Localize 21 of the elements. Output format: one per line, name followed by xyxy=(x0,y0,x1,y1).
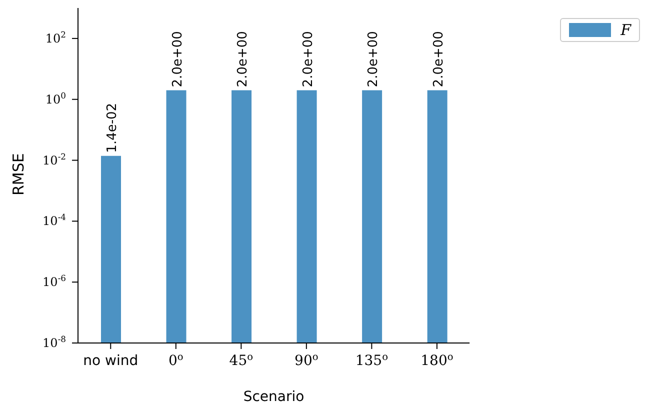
x-tick-label: 0$^{o}$ xyxy=(168,352,184,369)
y-axis-title: RMSE xyxy=(9,153,28,196)
y-tick-label: 10$^{-8}$ xyxy=(42,334,66,350)
y-tick-label: 10$^{2}$ xyxy=(45,29,66,46)
y-tick-label: 10$^{-2}$ xyxy=(42,151,66,168)
y-tick-label: 10$^{-6}$ xyxy=(42,273,66,290)
x-tick-label: 180$^{o}$ xyxy=(420,352,454,369)
data-label: 2.0e+00 xyxy=(300,31,316,88)
legend-label: F xyxy=(620,21,631,39)
data-label: 2.0e+00 xyxy=(366,31,382,88)
data-label: 2.0e+00 xyxy=(170,31,186,88)
x-tick-label: 90$^{o}$ xyxy=(294,352,318,369)
data-label: 1.4e-02 xyxy=(105,102,120,153)
x-tick-label: 45$^{o}$ xyxy=(229,352,254,369)
x-axis-title: Scenario xyxy=(243,389,304,405)
data-label: 2.0e+00 xyxy=(236,31,251,88)
y-tick-label: 10$^{0}$ xyxy=(45,90,66,106)
y-tick-label: 10$^{-4}$ xyxy=(42,212,66,228)
x-tick-label: 135$^{o}$ xyxy=(355,352,388,369)
data-label: 2.0e+00 xyxy=(431,31,446,88)
x-tick-label: no wind xyxy=(83,353,138,369)
